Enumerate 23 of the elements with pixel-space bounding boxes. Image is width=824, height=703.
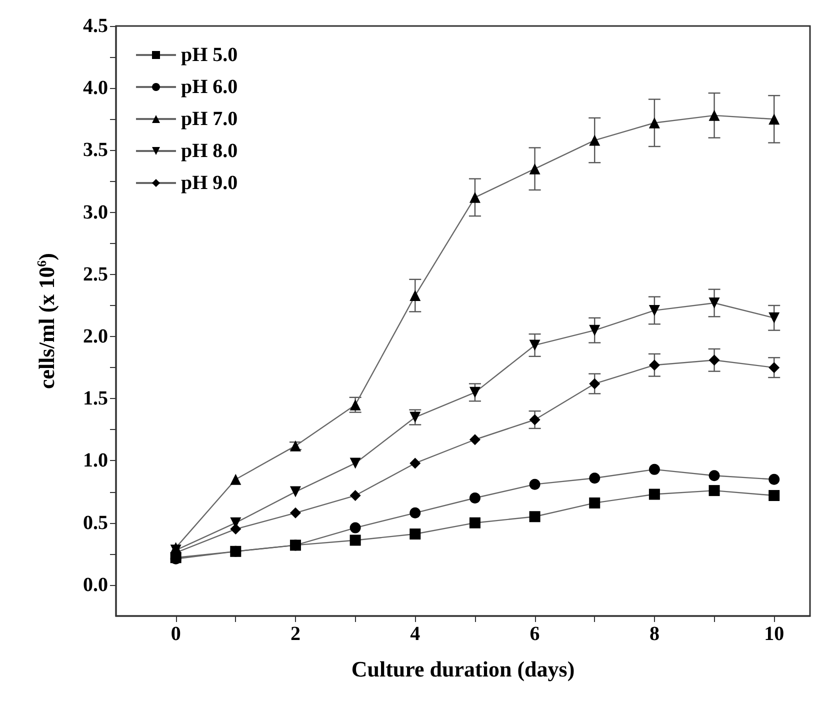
legend-label: pH 9.0 xyxy=(181,172,238,194)
x-tick-label: 8 xyxy=(649,623,660,645)
legend-label: pH 6.0 xyxy=(181,76,238,98)
x-tick-label: 0 xyxy=(170,623,181,645)
x-tick-label: 2 xyxy=(290,623,300,645)
y-tick-label: 1.5 xyxy=(83,388,108,410)
legend-label: pH 7.0 xyxy=(181,108,238,130)
y-tick-label: 0.0 xyxy=(83,574,108,596)
y-tick-label: 2.0 xyxy=(83,326,108,348)
y-tick-label: 4.5 xyxy=(83,15,108,37)
y-tick-label: 1.0 xyxy=(83,450,108,472)
x-axis-title: Culture duration (days) xyxy=(351,656,575,682)
legend-label: pH 8.0 xyxy=(181,140,238,162)
x-tick-label: 6 xyxy=(530,623,540,645)
y-tick-label: 0.5 xyxy=(83,512,108,534)
y-tick-label: 4.0 xyxy=(83,77,108,100)
y-tick-label: 3.0 xyxy=(83,201,108,224)
y-tick-label: 3.5 xyxy=(83,139,108,162)
legend-label: pH 5.0 xyxy=(181,44,238,66)
x-tick-label: 4 xyxy=(410,623,420,645)
y-axis-title: cells/ml (x 106) xyxy=(34,252,59,390)
x-tick-label: 10 xyxy=(764,623,784,645)
y-tick-label: 2.5 xyxy=(83,263,108,286)
